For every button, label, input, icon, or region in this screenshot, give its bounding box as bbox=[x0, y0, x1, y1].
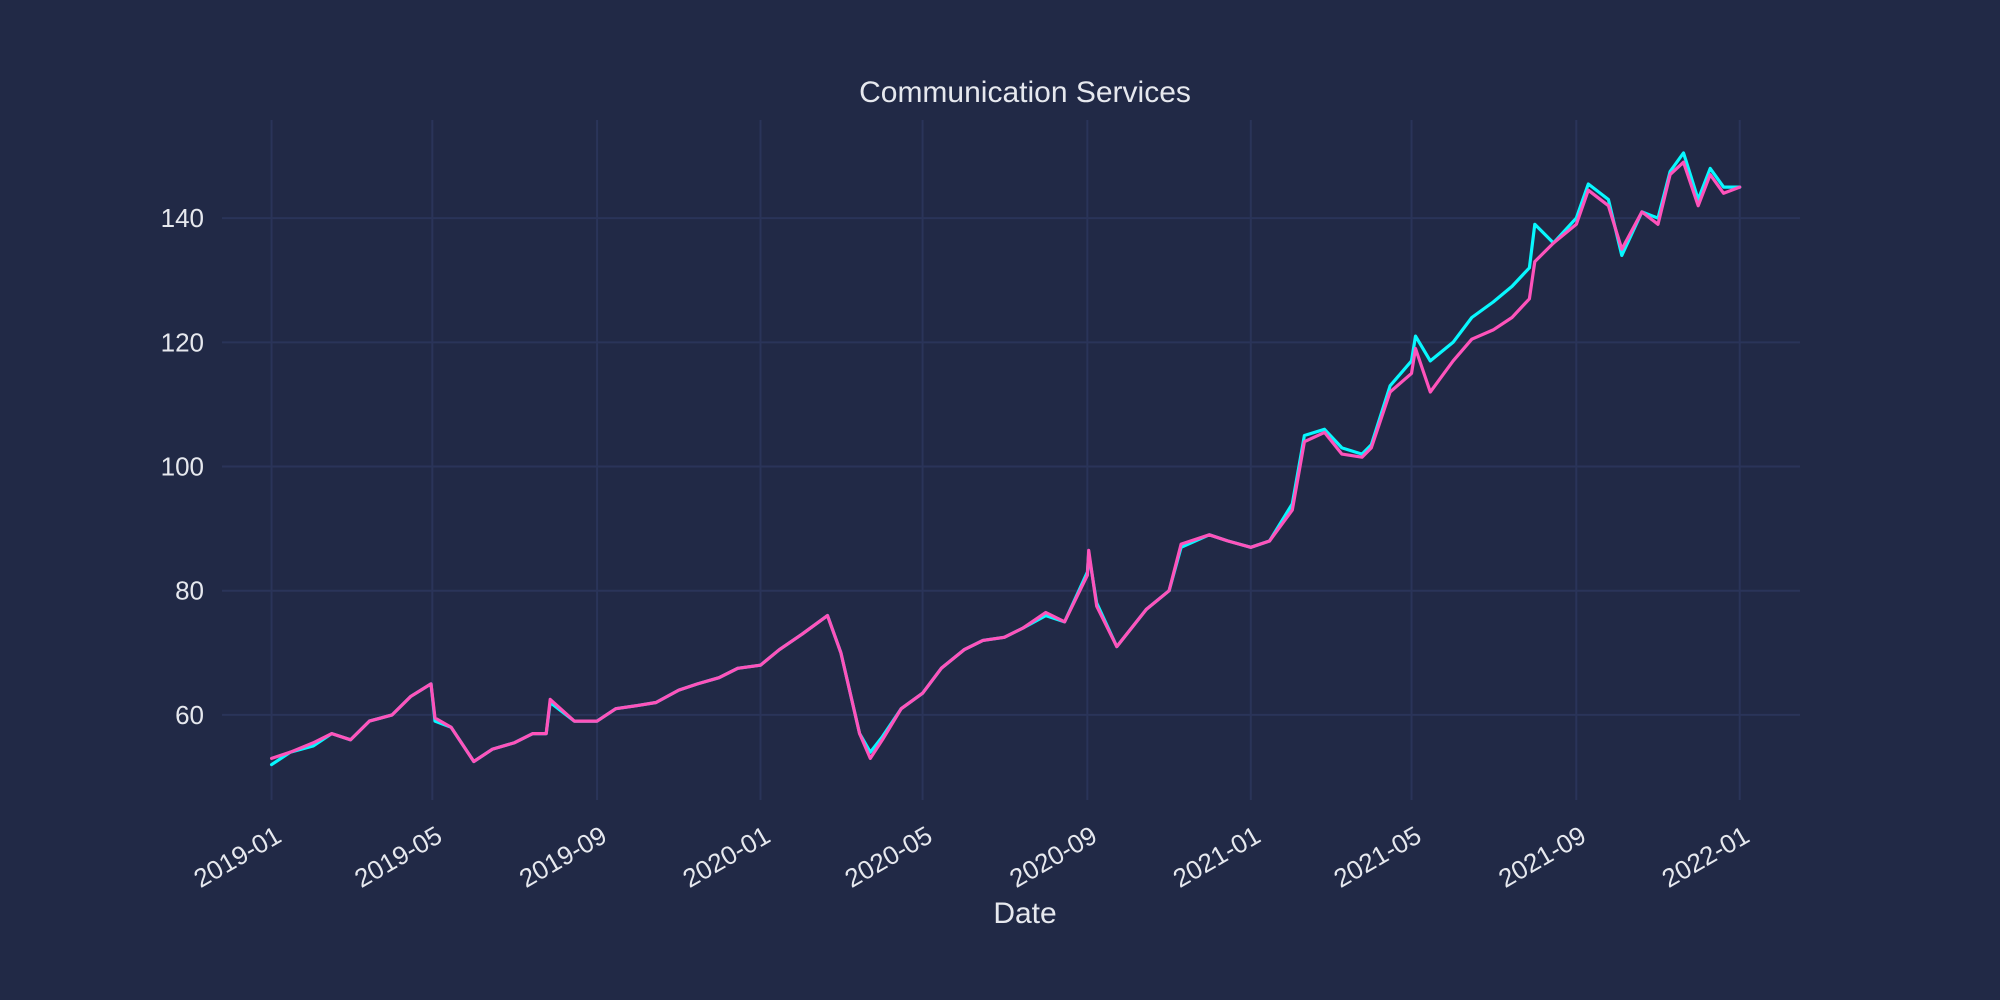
grid-lines bbox=[222, 120, 1800, 800]
series-lines bbox=[270, 151, 1742, 767]
chart-title: Communication Services bbox=[859, 76, 1191, 109]
x-axis-label: Date bbox=[993, 897, 1056, 930]
y-tick-label: 100 bbox=[161, 452, 204, 482]
y-tick-label: 60 bbox=[175, 700, 204, 730]
y-tick-label: 80 bbox=[175, 576, 204, 606]
y-tick-label: 140 bbox=[161, 203, 204, 233]
y-tick-label: 120 bbox=[161, 327, 204, 357]
y-tick-labels: 60 80 100 120 140 bbox=[161, 203, 204, 730]
series-line-2 bbox=[270, 160, 1742, 764]
